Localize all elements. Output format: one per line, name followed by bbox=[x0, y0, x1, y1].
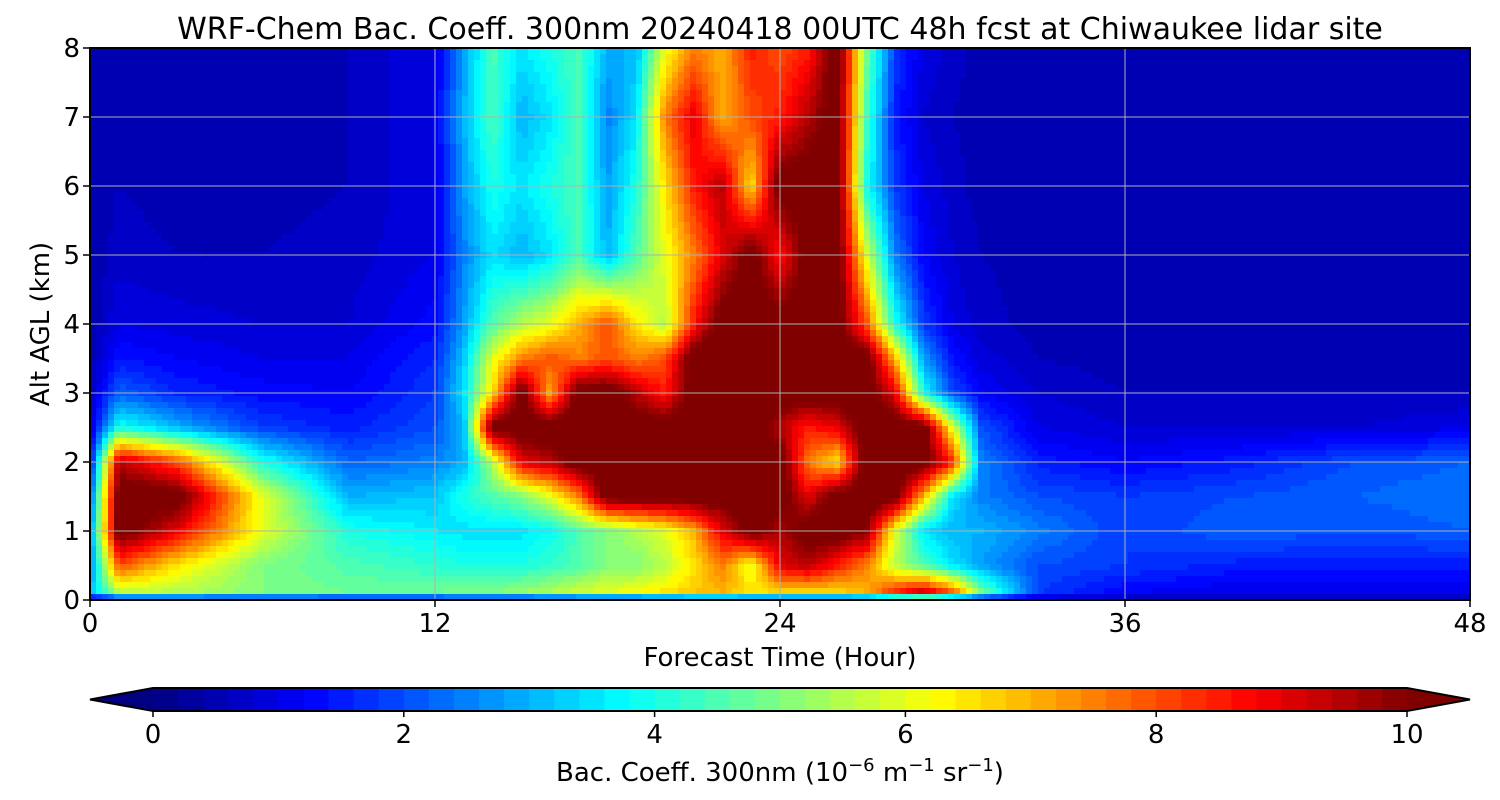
x-tick-label: 0 bbox=[82, 609, 99, 639]
colorbar-label: Bac. Coeff. 300nm (10−6 m−1 sr−1) bbox=[556, 755, 1004, 788]
colorbar-label-main: Bac. Coeff. 300nm (10 bbox=[556, 758, 848, 788]
x-tick-label: 12 bbox=[418, 609, 451, 639]
colorbar-label-end: ) bbox=[994, 758, 1004, 788]
x-tick-label: 24 bbox=[763, 609, 796, 639]
colorbar-extend-min bbox=[90, 688, 153, 711]
y-tick-label: 7 bbox=[63, 103, 80, 133]
y-axis-label: Alt AGL (km) bbox=[26, 242, 56, 406]
colorbar-tick-label: 8 bbox=[1148, 720, 1165, 750]
chart-figure: WRF-Chem Bac. Coeff. 300nm 20240418 00UT… bbox=[0, 0, 1500, 800]
y-tick-label: 1 bbox=[63, 517, 80, 547]
chart-title: WRF-Chem Bac. Coeff. 300nm 20240418 00UT… bbox=[177, 12, 1383, 47]
x-tick-label: 36 bbox=[1108, 609, 1141, 639]
y-tick-label: 5 bbox=[63, 241, 80, 271]
colorbar-tick-label: 4 bbox=[646, 720, 663, 750]
colorbar-label-unit-m: m bbox=[875, 758, 909, 788]
x-axis-label: Forecast Time (Hour) bbox=[643, 643, 916, 673]
colorbar-extend-max bbox=[1407, 688, 1470, 711]
y-axis: 0 1 2 3 4 5 6 7 8 bbox=[63, 34, 90, 616]
y-tick-label: 8 bbox=[63, 34, 80, 64]
y-tick-label: 2 bbox=[63, 448, 80, 478]
y-tick-label: 0 bbox=[63, 586, 80, 616]
colorbar-tick-label: 0 bbox=[145, 720, 162, 750]
colorbar-tick-label: 2 bbox=[396, 720, 413, 750]
x-tick-label: 48 bbox=[1453, 609, 1486, 639]
colorbar bbox=[90, 688, 1470, 711]
colorbar-label-exp3: −1 bbox=[967, 755, 994, 776]
colorbar-label-exp1: −6 bbox=[848, 755, 875, 776]
colorbar-ticks: 0 2 4 6 8 10 bbox=[145, 711, 1424, 750]
y-tick-label: 4 bbox=[63, 310, 80, 340]
colorbar-label-unit-sr: sr bbox=[935, 758, 968, 788]
colorbar-tick-label: 10 bbox=[1390, 720, 1423, 750]
colorbar-label-exp2: −1 bbox=[908, 755, 935, 776]
colorbar-tick-label: 6 bbox=[897, 720, 914, 750]
x-axis: 0 12 24 36 48 bbox=[82, 600, 1487, 639]
y-tick-label: 3 bbox=[63, 379, 80, 409]
y-tick-label: 6 bbox=[63, 172, 80, 202]
